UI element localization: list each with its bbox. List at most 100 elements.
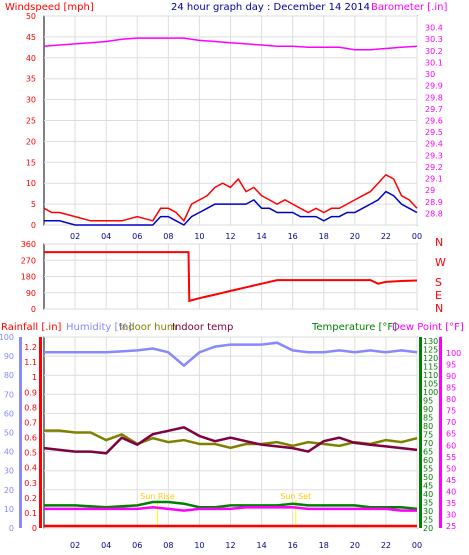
barometer-tick-label: 30.3 xyxy=(425,35,443,44)
dewpoint-tick-label: 35 xyxy=(446,499,456,508)
temperature-tick-label: 95 xyxy=(423,397,433,406)
humidity-tick-label: 30 xyxy=(4,467,14,476)
temperature-humidity-panel: Rainfall [.in] Humidity [%] Indoor hum I… xyxy=(0,322,464,533)
chart-title: 24 hour graph day : December 14 2014 xyxy=(171,2,370,13)
p3-xtick-label: 02 xyxy=(70,541,80,550)
compass-label: S xyxy=(435,276,442,289)
temperature-axis-bar xyxy=(419,337,422,528)
rain-tick-label: 0.2 xyxy=(24,494,37,503)
temperature-tick-label: 115 xyxy=(423,363,438,372)
temperature-tick-label: 85 xyxy=(423,414,433,423)
humidity-tick-label: 40 xyxy=(4,448,14,457)
p3-xtick-label: 16 xyxy=(288,541,298,550)
temperature-tick-label: 105 xyxy=(423,380,438,389)
p3-xtick-label: 18 xyxy=(319,541,329,550)
series-barometer-in- xyxy=(43,37,418,51)
p1-xtick-label: 08 xyxy=(163,232,173,241)
humidity-tick-label: 90 xyxy=(4,352,14,361)
dewpoint-tick-label: 90 xyxy=(446,372,456,381)
barometer-tick-label: 29.9 xyxy=(425,82,443,91)
humidity-tick-label: 70 xyxy=(4,390,14,399)
temperature-tick-label: 25 xyxy=(423,516,433,525)
compass-label: N xyxy=(435,302,443,315)
humidity-axis-bar xyxy=(19,337,22,528)
compass-label: N xyxy=(435,236,443,249)
p3-xtick-label: 08 xyxy=(163,541,173,550)
barometer-tick-label: 29.4 xyxy=(425,140,443,149)
dewpoint-tick-label: 65 xyxy=(446,430,456,439)
p1-xtick-label: 12 xyxy=(225,232,235,241)
p1-xtick-label: 20 xyxy=(350,232,360,241)
dewpoint-tick-label: 60 xyxy=(446,441,456,450)
humidity-tick-label: 60 xyxy=(4,409,14,418)
dewpoint-tick-label: 50 xyxy=(446,464,456,473)
barometer-tick-label: 28.9 xyxy=(425,198,443,207)
series-gust xyxy=(43,173,418,223)
humidity-tick-label: 0 xyxy=(9,524,14,533)
p1-xtick-label: 06 xyxy=(132,232,142,241)
compass-label: W xyxy=(435,256,446,269)
dewpoint-tick-label: 100 xyxy=(446,349,461,358)
windspeed-tick-label: 20 xyxy=(26,137,36,146)
barometer-tick-label: 29.7 xyxy=(425,105,443,114)
barometer-tick-label: 30.2 xyxy=(425,47,443,56)
temperature-tick-label: 100 xyxy=(423,388,438,397)
rain-tick-label: 0.8 xyxy=(24,403,37,412)
temperature-tick-label: 125 xyxy=(423,346,438,355)
p1-xtick-label: 02 xyxy=(70,232,80,241)
windspeed-tick-label: 25 xyxy=(26,117,36,126)
barometer-tick-label: 30 xyxy=(425,70,435,79)
indoor-temp-axis-title: Indoor temp xyxy=(172,322,233,333)
temperature-tick-label: 120 xyxy=(423,354,438,363)
temperature-tick-label: 20 xyxy=(423,524,433,533)
windspeed-axis-title: Windspeed [mph] xyxy=(5,2,94,13)
temperature-tick-label: 60 xyxy=(423,456,433,465)
windspeed-tick-label: 40 xyxy=(26,54,36,63)
rain-tick-label: 0.7 xyxy=(24,418,37,427)
temperature-tick-label: 75 xyxy=(423,431,433,440)
windspeed-tick-label: 35 xyxy=(26,75,36,84)
rain-tick-label: 0.4 xyxy=(24,464,37,473)
direction-tick-label: 360 xyxy=(21,240,36,249)
p3-xtick-label: 20 xyxy=(350,541,360,550)
barometer-tick-label: 29.5 xyxy=(425,128,443,137)
rain-tick-label: 1.1 xyxy=(24,358,37,367)
p3-xtick-label: 22 xyxy=(381,541,391,550)
direction-tick-label: 270 xyxy=(21,256,36,265)
dewpoint-tick-label: 80 xyxy=(446,395,456,404)
rain-tick-label: 0.5 xyxy=(24,449,37,458)
rain-tick-label: 0 xyxy=(32,524,37,533)
temperature-tick-label: 55 xyxy=(423,465,433,474)
dewpoint-axis-title: Dew Point [°F] xyxy=(392,322,464,333)
temperature-tick-label: 65 xyxy=(423,448,433,457)
rain-tick-label: 1.2 xyxy=(24,343,37,352)
p1-xtick-label: 04 xyxy=(101,232,111,241)
rain-tick-label: 0.3 xyxy=(24,479,37,488)
p3-xtick-label: 12 xyxy=(225,541,235,550)
sunset-label: Sun Set xyxy=(280,492,311,501)
rain-tick-label: 0.9 xyxy=(24,388,37,397)
dewpoint-tick-label: 25 xyxy=(446,522,456,531)
windspeed-tick-label: 30 xyxy=(26,96,36,105)
p3-xtick-label: 10 xyxy=(194,541,204,550)
p1-xtick-label: 00 xyxy=(412,232,422,241)
temperature-tick-label: 50 xyxy=(423,473,433,482)
rain-tick-label: 0.6 xyxy=(24,434,37,443)
direction-tick-label: 90 xyxy=(26,289,36,298)
p3-xtick-label: 06 xyxy=(132,541,142,550)
series-indoor-temp xyxy=(43,425,418,455)
series-wind-direction xyxy=(44,251,418,303)
dewpoint-tick-label: 85 xyxy=(446,384,456,393)
windspeed-tick-label: 50 xyxy=(26,12,36,21)
temperature-tick-label: 45 xyxy=(423,482,433,491)
barometer-tick-label: 29.8 xyxy=(425,93,443,102)
dewpoint-tick-label: 40 xyxy=(446,487,456,496)
windspeed-tick-label: 15 xyxy=(26,158,36,167)
compass-label: E xyxy=(435,289,442,302)
p1-xtick-label: 22 xyxy=(381,232,391,241)
dewpoint-axis-bar xyxy=(439,337,442,528)
barometer-tick-label: 29.1 xyxy=(425,175,443,184)
direction-tick-label: 0 xyxy=(31,305,36,314)
